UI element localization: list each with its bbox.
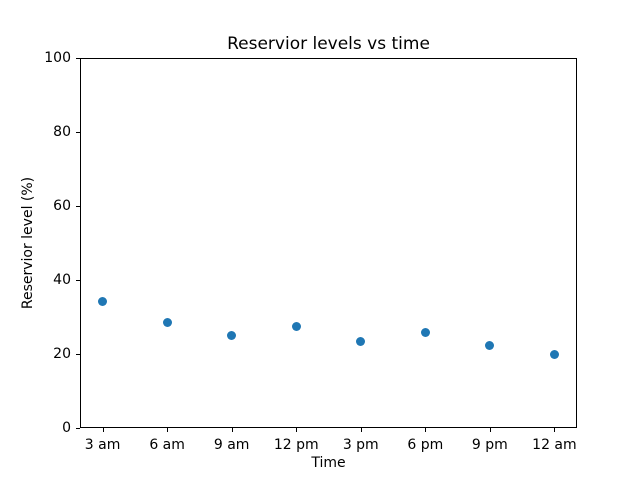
x-tick-label: 3 am xyxy=(84,437,121,453)
x-tick-mark xyxy=(489,428,491,432)
x-tick-label: 3 pm xyxy=(342,437,379,453)
y-tick-mark xyxy=(76,354,80,355)
x-tick-mark xyxy=(296,428,298,432)
data-point xyxy=(291,321,301,331)
chart-title: Reservior levels vs time xyxy=(227,34,430,54)
x-tick-mark xyxy=(554,428,556,432)
x-tick-label: 9 pm xyxy=(471,437,508,453)
y-tick-mark xyxy=(76,428,80,429)
x-tick-label: 6 am xyxy=(149,437,185,453)
y-tick-mark xyxy=(76,280,80,281)
x-tick-label: 9 am xyxy=(213,437,250,453)
x-axis-label: Time xyxy=(311,455,346,471)
data-point xyxy=(420,328,430,338)
data-point xyxy=(162,318,172,328)
plot-area xyxy=(80,58,577,428)
y-tick-label: 40 xyxy=(53,272,71,288)
y-tick-label: 60 xyxy=(53,198,71,214)
y-tick-mark xyxy=(76,58,80,59)
x-tick-label: 12 am xyxy=(532,437,577,453)
y-tick-label: 100 xyxy=(44,50,71,66)
data-point xyxy=(356,336,366,346)
x-tick-mark xyxy=(102,428,104,432)
data-point xyxy=(549,349,559,359)
data-point xyxy=(485,340,495,350)
x-tick-mark xyxy=(167,428,169,432)
y-tick-mark xyxy=(76,206,80,207)
y-axis-label: Reservior level (%) xyxy=(20,176,36,310)
y-tick-label: 80 xyxy=(53,124,71,140)
y-tick-label: 0 xyxy=(62,420,71,436)
x-tick-mark xyxy=(231,428,233,432)
data-point xyxy=(227,330,237,340)
x-tick-mark xyxy=(425,428,427,432)
y-tick-label: 20 xyxy=(53,346,71,362)
data-point xyxy=(98,296,108,306)
x-tick-mark xyxy=(360,428,362,432)
y-tick-mark xyxy=(76,132,80,133)
x-tick-label: 12 pm xyxy=(273,437,319,453)
x-tick-label: 6 pm xyxy=(407,437,444,453)
